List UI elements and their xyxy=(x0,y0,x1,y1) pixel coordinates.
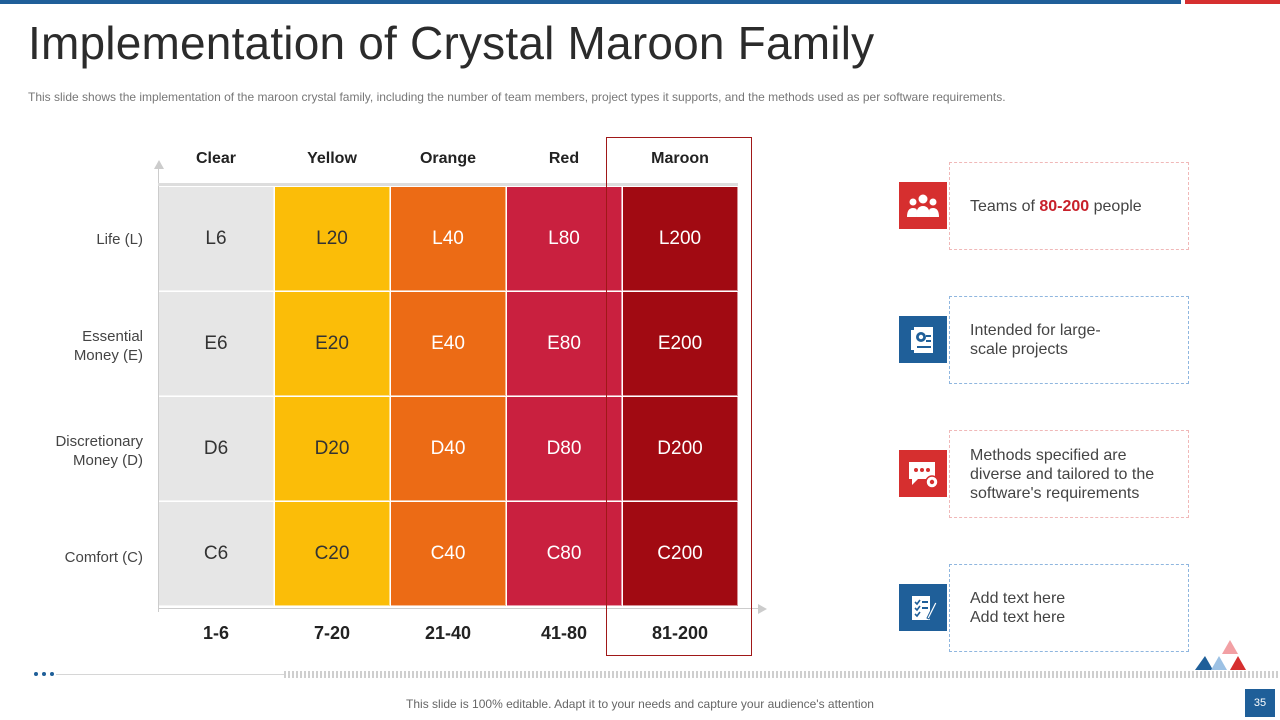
x-axis xyxy=(158,608,758,609)
grid-cell: C80 xyxy=(507,502,622,606)
grid-cell: L40 xyxy=(391,187,506,291)
row-label-discretionary-money: Discretionary Money (D) xyxy=(55,433,143,469)
grid-top-edge xyxy=(158,183,738,186)
row-label-life: Life (L) xyxy=(96,231,143,248)
grid-cell: D80 xyxy=(507,397,622,501)
column-header-maroon: Maroon xyxy=(651,150,709,167)
page-number: 35 xyxy=(1245,689,1275,717)
grid-cell: L200 xyxy=(623,187,738,291)
y-axis xyxy=(158,168,159,612)
team-icon xyxy=(899,182,947,229)
grid-cell: C6 xyxy=(159,502,274,606)
grid-cell: L20 xyxy=(275,187,390,291)
column-header-orange: Orange xyxy=(419,150,476,167)
checklist-icon xyxy=(899,584,947,631)
grid-cell: E80 xyxy=(507,292,622,396)
footer-dots xyxy=(34,672,54,676)
row-label-comfort: Comfort (C) xyxy=(64,549,143,566)
project-type-text: Intended for large-scale projects xyxy=(970,322,1101,358)
methods-text: Methods specified are diverse and tailore… xyxy=(970,446,1155,502)
range-label-orange: 21-40 xyxy=(424,623,472,643)
grid-cell: D6 xyxy=(159,397,274,501)
grid-cell: D20 xyxy=(275,397,390,501)
row-label-essential-money: Essential Money (E) xyxy=(73,328,143,364)
project-document-icon xyxy=(899,316,947,363)
column-header-clear: Clear xyxy=(195,150,237,167)
top-accent-bar-red xyxy=(1185,0,1280,4)
grid-cell: C200 xyxy=(623,502,738,606)
grid-cell: C40 xyxy=(391,502,506,606)
range-label-red: 41-80 xyxy=(540,623,588,643)
page-title: Implementation of Crystal Maroon Family xyxy=(28,17,875,69)
info-box-placeholder: Add text here Add text here xyxy=(949,564,1189,652)
grid-cell: C20 xyxy=(275,502,390,606)
placeholder-text: Add text here Add text here xyxy=(970,590,1066,626)
grid-cell: L6 xyxy=(159,187,274,291)
grid-cell: E6 xyxy=(159,292,274,396)
y-axis-arrow xyxy=(154,160,164,169)
grid-cell: E20 xyxy=(275,292,390,396)
footer-text: This slide is 100% editable. Adapt it to… xyxy=(406,697,874,711)
footer-line xyxy=(56,674,284,675)
column-header-yellow: Yellow xyxy=(307,150,357,167)
team-size-text: Teams of 80-200 people xyxy=(970,197,1142,215)
range-label-maroon: 81-200 xyxy=(651,623,709,643)
grid-cell: E40 xyxy=(391,292,506,396)
top-accent-bar-blue xyxy=(0,0,1181,4)
maroon-column-highlight xyxy=(606,137,752,656)
x-axis-arrow xyxy=(758,604,767,614)
info-box-methods: Methods specified are diverse and tailore… xyxy=(949,430,1189,518)
range-label-clear: 1-6 xyxy=(202,623,229,643)
chat-settings-icon xyxy=(899,450,947,497)
grid-cell: L80 xyxy=(507,187,622,291)
page-subtitle: This slide shows the implementation of t… xyxy=(28,90,1006,104)
triangle-logo-icon xyxy=(1195,640,1246,670)
info-box-team-size: Teams of 80-200 people xyxy=(949,162,1189,250)
grid-cell: D40 xyxy=(391,397,506,501)
footer-stripe xyxy=(284,671,1280,678)
range-label-yellow: 7-20 xyxy=(313,623,351,643)
grid-cell: E200 xyxy=(623,292,738,396)
info-box-project-type: Intended for large-scale projects xyxy=(949,296,1189,384)
grid-cell: D200 xyxy=(623,397,738,501)
column-header-red: Red xyxy=(548,150,580,167)
